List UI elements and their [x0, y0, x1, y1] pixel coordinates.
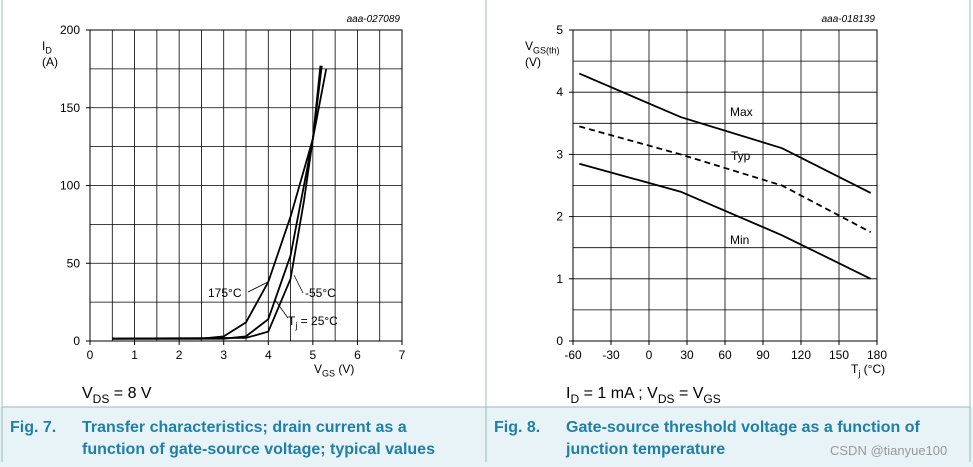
text-part: GS: [322, 369, 335, 379]
figure-id: aaa-018139: [822, 14, 876, 25]
text-part: V: [82, 385, 93, 402]
series-label: Typ: [731, 149, 751, 163]
plot-frame: [572, 29, 878, 342]
condition: VDS = 8 V: [82, 385, 152, 406]
x-tick-label: 4: [265, 348, 272, 362]
text-part: DS: [658, 392, 675, 406]
text-part: Min: [730, 233, 749, 247]
figure-id: aaa-027089: [347, 14, 401, 25]
series-line: [579, 162, 872, 280]
y-tick-label: 1: [556, 272, 563, 286]
y-axis-label: VGS(th): [525, 39, 560, 56]
text-part: I: [42, 39, 45, 53]
text-part: GS: [703, 392, 720, 406]
text-part: T: [288, 314, 296, 328]
caption-number: Fig. 8.: [494, 419, 540, 436]
x-tick-label: 5: [310, 348, 317, 362]
text-part: V: [525, 39, 533, 53]
text-part: j: [294, 321, 297, 331]
x-tick-label: 180: [867, 348, 887, 362]
text-part: -55°C: [305, 286, 336, 300]
leader-line: [247, 281, 269, 293]
x-tick-label: 90: [756, 348, 770, 362]
text-part: D: [570, 392, 579, 406]
y-tick-label: 2: [556, 210, 563, 224]
caption-line: function of gate-source voltage; typical…: [82, 441, 435, 458]
series-label: Tj = 25°C: [288, 314, 338, 331]
condition: ID = 1 mA ; VDS = VGS: [566, 385, 721, 406]
x-tick-label: 150: [829, 348, 849, 362]
y-tick-label: 150: [60, 101, 80, 115]
y-tick-label: 3: [556, 147, 563, 161]
series-label: Min: [730, 233, 749, 247]
y-tick-label: 100: [60, 179, 80, 193]
x-tick-label: 120: [791, 348, 811, 362]
y-tick-label: 0: [73, 334, 80, 348]
text-part: (V): [335, 362, 354, 376]
y-tick-label: 5: [556, 23, 563, 37]
text-part: Max: [730, 105, 753, 119]
watermark: CSDN @tianyue100: [830, 443, 947, 458]
x-tick-label: 1: [131, 348, 138, 362]
x-tick-label: 2: [176, 348, 183, 362]
y-tick-label: 4: [556, 85, 563, 99]
x-tick-label: -30: [602, 348, 620, 362]
x-tick-label: -60: [564, 348, 582, 362]
x-tick-label: 7: [399, 348, 406, 362]
text-part: GS(th): [533, 46, 560, 56]
x-tick-label: 6: [354, 348, 361, 362]
text-part: = 25°C: [297, 314, 338, 328]
plot-frame: [89, 29, 403, 342]
y-axis-unit: (A): [42, 55, 58, 69]
caption-number: Fig. 7.: [10, 419, 56, 436]
text-part: = 8 V: [109, 385, 152, 402]
text-part: D: [45, 46, 52, 56]
text-part: (°C): [860, 362, 885, 376]
x-tick-label: 3: [220, 348, 227, 362]
caption-line: Transfer characteristics; drain current …: [82, 419, 407, 436]
y-tick-label: 200: [60, 23, 80, 37]
x-tick-label: 0: [646, 348, 653, 362]
leader-line: [274, 299, 289, 319]
series-line: [578, 72, 872, 194]
series-label: 175°C: [208, 286, 242, 300]
y-axis-label: ID: [42, 39, 52, 56]
text-part: V: [314, 362, 322, 376]
text-part: = V: [675, 385, 704, 402]
leader-line: [293, 274, 304, 294]
text-part: T: [851, 362, 859, 376]
text-part: j: [857, 369, 860, 379]
text-part: DS: [93, 392, 110, 406]
text-part: I: [566, 385, 570, 402]
series-line: [112, 65, 322, 340]
y-tick-label: 0: [556, 334, 563, 348]
series-line: [579, 125, 872, 233]
x-tick-label: 0: [87, 348, 94, 362]
series-label: -55°C: [305, 286, 336, 300]
caption-line: junction temperature: [565, 441, 725, 458]
y-tick-label: 50: [67, 256, 81, 270]
x-axis-label: VGS (V): [314, 362, 354, 379]
text-part: 175°C: [208, 286, 242, 300]
x-axis-label: Tj (°C): [851, 362, 885, 379]
x-tick-label: 30: [680, 348, 694, 362]
x-tick-label: 60: [718, 348, 732, 362]
y-axis-unit: (V): [525, 55, 541, 69]
text-part: Typ: [731, 149, 751, 163]
series-label: Max: [730, 105, 753, 119]
text-part: = 1 mA ; V: [579, 385, 658, 402]
caption-line: Gate-source threshold voltage as a funct…: [566, 419, 921, 436]
